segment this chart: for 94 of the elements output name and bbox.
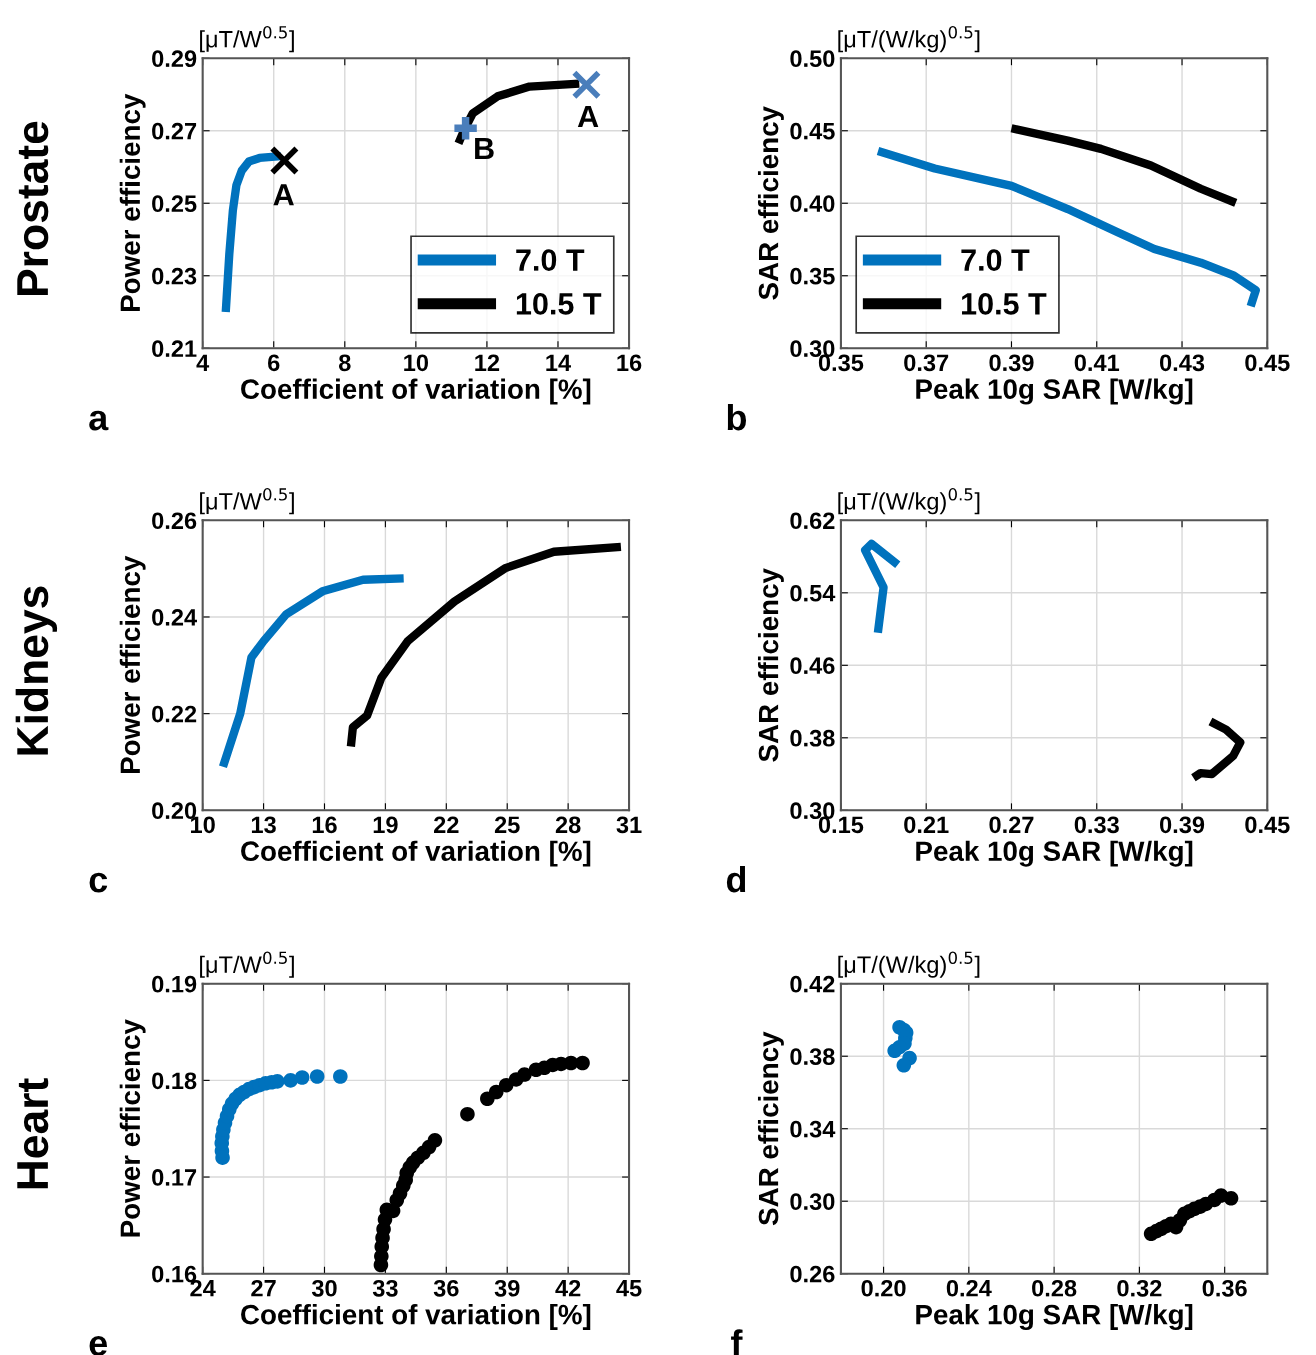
y-tick-label: 0.23 xyxy=(152,267,197,285)
y-tick-label: 0.21 xyxy=(152,340,197,358)
text: Heart xyxy=(17,1078,49,1189)
text: Prostate xyxy=(17,121,49,295)
x-tick-label: 16 xyxy=(312,816,337,834)
text: [μT/W$^{0.5}$] xyxy=(200,951,294,978)
x-tick-label: 33 xyxy=(372,1279,398,1297)
text: f xyxy=(731,1329,743,1355)
y-axis-title: Power efficiency xyxy=(119,93,146,311)
x-tick-label: 0.45 xyxy=(1245,816,1290,834)
y-tick-label: 0.38 xyxy=(790,729,835,747)
text: [μT/(W/kg)$^{0.5}$] xyxy=(838,26,980,53)
x-tick-label: 28 xyxy=(555,816,581,834)
x-tick-label: 30 xyxy=(311,1279,337,1297)
y-tick-label: 0.34 xyxy=(790,1120,836,1138)
x-tick-label: 0.45 xyxy=(1245,354,1290,372)
x-tick-label: 0.39 xyxy=(1159,816,1205,834)
x-tick-label: 0.41 xyxy=(1074,354,1120,372)
y-tick-label: 0.35 xyxy=(790,267,835,285)
y-tick-label: 0.40 xyxy=(790,195,835,213)
y-tick-label: 0.30 xyxy=(790,1193,835,1211)
x-tick-label: 6 xyxy=(268,354,280,372)
annotation: B xyxy=(475,137,494,159)
y-axis-title: SAR efficiency xyxy=(757,1031,784,1226)
annotation: A xyxy=(273,184,294,206)
y-axis-title: SAR efficiency xyxy=(757,106,784,300)
y-axis-title: Power efficiency xyxy=(119,1019,146,1237)
legend-label: 10.5 T xyxy=(962,293,1047,315)
x-tick-label: 8 xyxy=(338,354,351,372)
x-tick-label: 39 xyxy=(494,1279,520,1297)
x-tick-label: 31 xyxy=(616,816,642,834)
x-axis-title: Coefficient of variation [%] xyxy=(241,378,591,405)
x-axis-title: Peak 10g SAR [W/kg] xyxy=(916,378,1193,405)
x-tick-label: 0.43 xyxy=(1159,354,1205,372)
y-axis-title: Power efficiency xyxy=(119,555,146,774)
x-tick-label: 12 xyxy=(475,354,500,371)
x-tick-label: 0.32 xyxy=(1117,1279,1162,1297)
legend-label: 10.5 T xyxy=(516,293,602,315)
text: [μT/(W/kg)$^{0.5}$] xyxy=(838,951,980,978)
y-tick-label: 0.27 xyxy=(152,122,197,140)
y-tick-label: 0.38 xyxy=(790,1048,835,1066)
x-axis-title: Coefficient of variation [%] xyxy=(241,1304,591,1330)
text: d xyxy=(726,865,746,893)
text: [μT/W$^{0.5}$] xyxy=(200,26,294,53)
x-tick-label: 10 xyxy=(404,354,429,372)
y-tick-label: 0.50 xyxy=(790,50,835,68)
text: Kidneys xyxy=(15,586,58,755)
x-axis-title: Peak 10g SAR [W/kg] xyxy=(916,1304,1193,1331)
x-tick-label: 0.28 xyxy=(1032,1279,1077,1297)
y-tick-label: 0.24 xyxy=(152,609,197,626)
y-tick-label: 0.54 xyxy=(790,584,836,602)
x-axis-title: Peak 10g SAR [W/kg] xyxy=(916,840,1193,867)
y-tick-label: 0.19 xyxy=(152,975,197,993)
y-tick-label: 0.45 xyxy=(790,122,835,140)
x-tick-label: 14 xyxy=(546,354,571,371)
y-tick-label: 0.29 xyxy=(152,50,197,68)
x-tick-label: 0.39 xyxy=(989,354,1034,372)
text: [μT/W$^{0.5}$] xyxy=(200,488,294,515)
text: c xyxy=(89,872,108,893)
legend-label: 7.0 T xyxy=(516,249,585,271)
text: [μT/(W/kg)$^{0.5}$] xyxy=(838,488,980,515)
y-tick-label: 0.62 xyxy=(790,512,835,530)
y-tick-label: 0.18 xyxy=(152,1072,197,1090)
y-tick-label: 0.25 xyxy=(152,195,197,213)
y-tick-label: 0.26 xyxy=(790,1265,835,1283)
text: e xyxy=(89,1336,108,1355)
annotation: A xyxy=(577,106,599,128)
x-tick-label: 22 xyxy=(434,816,459,833)
y-tick-label: 0.22 xyxy=(152,705,197,723)
x-tick-label: 0.24 xyxy=(946,1279,992,1297)
x-tick-label: 36 xyxy=(433,1279,459,1297)
x-tick-label: 42 xyxy=(555,1279,581,1297)
x-tick-label: 0.33 xyxy=(1074,816,1119,834)
x-tick-label: 0.27 xyxy=(989,816,1034,834)
x-tick-label: 4 xyxy=(196,354,210,371)
x-tick-label: 25 xyxy=(494,816,520,834)
text: b xyxy=(727,403,747,431)
x-axis-title: Coefficient of variation [%] xyxy=(241,840,591,867)
x-tick-label: 0.36 xyxy=(1202,1279,1247,1297)
x-tick-label: 0.21 xyxy=(904,816,949,834)
y-tick-label: 0.42 xyxy=(790,975,835,993)
x-tick-label: 45 xyxy=(616,1280,642,1297)
x-tick-label: 16 xyxy=(617,354,642,372)
x-tick-label: 27 xyxy=(251,1279,276,1297)
y-tick-label: 0.46 xyxy=(790,657,835,675)
y-tick-label: 0.17 xyxy=(152,1169,197,1186)
x-tick-label: 13 xyxy=(251,816,276,834)
text: a xyxy=(89,410,109,431)
x-tick-label: 0.37 xyxy=(904,354,949,372)
legend-label: 7.0 T xyxy=(961,249,1030,271)
y-axis-title: SAR efficiency xyxy=(757,568,784,762)
y-tick-label: 0.26 xyxy=(152,512,197,530)
x-tick-label: 0.20 xyxy=(861,1279,906,1297)
x-tick-label: 19 xyxy=(373,816,398,834)
